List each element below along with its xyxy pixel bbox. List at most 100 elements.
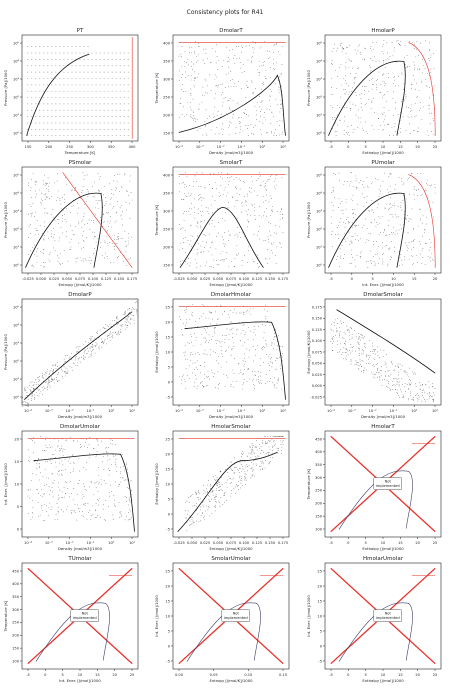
data-point bbox=[429, 49, 430, 50]
data-point bbox=[104, 340, 105, 342]
data-point bbox=[248, 452, 250, 454]
data-point bbox=[206, 92, 208, 94]
data-point bbox=[238, 178, 240, 180]
data-point bbox=[331, 51, 333, 52]
data-point bbox=[220, 366, 222, 368]
plot-frame bbox=[21, 298, 139, 406]
data-point bbox=[130, 257, 131, 259]
data-point bbox=[224, 502, 225, 503]
data-point bbox=[429, 50, 431, 51]
data-point bbox=[129, 509, 130, 511]
data-point bbox=[227, 464, 228, 466]
data-point bbox=[90, 338, 92, 340]
data-point bbox=[204, 341, 206, 343]
data-point bbox=[255, 379, 257, 381]
data-point bbox=[410, 132, 411, 134]
data-point bbox=[199, 193, 201, 195]
data-point bbox=[264, 211, 265, 213]
data-point bbox=[196, 493, 198, 495]
data-point bbox=[365, 85, 367, 87]
data-point bbox=[343, 343, 345, 344]
data-point bbox=[430, 54, 432, 56]
data-point bbox=[255, 354, 257, 356]
data-point bbox=[237, 328, 239, 330]
data-point bbox=[200, 226, 202, 228]
data-point bbox=[107, 243, 108, 245]
data-point bbox=[412, 373, 414, 375]
data-point bbox=[107, 258, 108, 260]
data-point bbox=[194, 77, 195, 79]
x-tick-label: 0.125 bbox=[101, 277, 111, 281]
data-point bbox=[44, 226, 45, 227]
data-point bbox=[377, 203, 379, 205]
x-axis-label: Entropy [J/mol/K]/1000 bbox=[58, 282, 102, 287]
data-point bbox=[242, 112, 244, 113]
data-point bbox=[198, 43, 199, 45]
data-point bbox=[242, 345, 244, 346]
data-point bbox=[35, 184, 37, 186]
data-point bbox=[66, 481, 68, 483]
data-point bbox=[274, 343, 276, 345]
data-point bbox=[388, 176, 390, 177]
data-point bbox=[262, 440, 263, 442]
data-point bbox=[65, 439, 67, 441]
data-point bbox=[384, 229, 385, 230]
data-point bbox=[77, 359, 79, 361]
data-point bbox=[91, 231, 93, 233]
data-point bbox=[80, 447, 82, 448]
data-point bbox=[259, 382, 260, 384]
data-point bbox=[406, 67, 408, 68]
data-point bbox=[206, 353, 208, 355]
data-point bbox=[398, 229, 400, 231]
data-point bbox=[51, 379, 53, 381]
data-point bbox=[389, 185, 391, 187]
data-point bbox=[112, 207, 114, 209]
x-tick-label: 10⁻³ bbox=[348, 409, 356, 413]
data-point bbox=[82, 186, 84, 187]
data-point bbox=[89, 346, 91, 348]
data-point bbox=[76, 494, 78, 495]
data-point bbox=[215, 490, 217, 491]
data-point bbox=[107, 52, 109, 54]
subplot-pumolar: PUmolar-5 0 5 10 15 2010⁰10¹10²10³10⁴10⁵Int. … bbox=[306, 160, 442, 287]
data-point bbox=[107, 84, 109, 86]
data-point bbox=[340, 44, 341, 46]
data-point bbox=[237, 103, 239, 105]
data-point bbox=[192, 345, 194, 347]
data-point bbox=[221, 113, 223, 115]
data-point bbox=[374, 265, 376, 266]
data-point bbox=[254, 124, 256, 126]
data-point bbox=[136, 309, 138, 311]
data-point bbox=[238, 481, 240, 483]
data-point bbox=[200, 251, 202, 253]
data-point bbox=[75, 258, 77, 259]
data-point bbox=[389, 234, 390, 235]
data-point bbox=[58, 474, 60, 476]
data-point bbox=[431, 396, 432, 398]
data-point bbox=[260, 115, 261, 117]
data-point bbox=[234, 486, 236, 488]
data-point bbox=[110, 439, 112, 441]
data-point bbox=[193, 79, 195, 81]
data-point bbox=[360, 121, 362, 123]
data-point bbox=[244, 473, 246, 474]
data-point bbox=[55, 449, 56, 451]
data-point bbox=[211, 242, 212, 243]
data-point bbox=[48, 477, 49, 479]
data-point bbox=[274, 336, 276, 337]
data-point bbox=[356, 361, 357, 363]
data-point bbox=[247, 193, 249, 195]
data-point bbox=[93, 237, 95, 239]
data-point bbox=[48, 444, 50, 446]
data-point bbox=[422, 248, 424, 249]
data-point bbox=[384, 374, 386, 376]
y-tick-label: 10 bbox=[14, 482, 19, 486]
data-point bbox=[276, 184, 278, 186]
data-point bbox=[390, 362, 392, 364]
data-point bbox=[402, 397, 403, 398]
data-point bbox=[201, 204, 203, 206]
data-point bbox=[101, 338, 102, 340]
data-point bbox=[128, 512, 129, 513]
data-point bbox=[401, 228, 402, 229]
